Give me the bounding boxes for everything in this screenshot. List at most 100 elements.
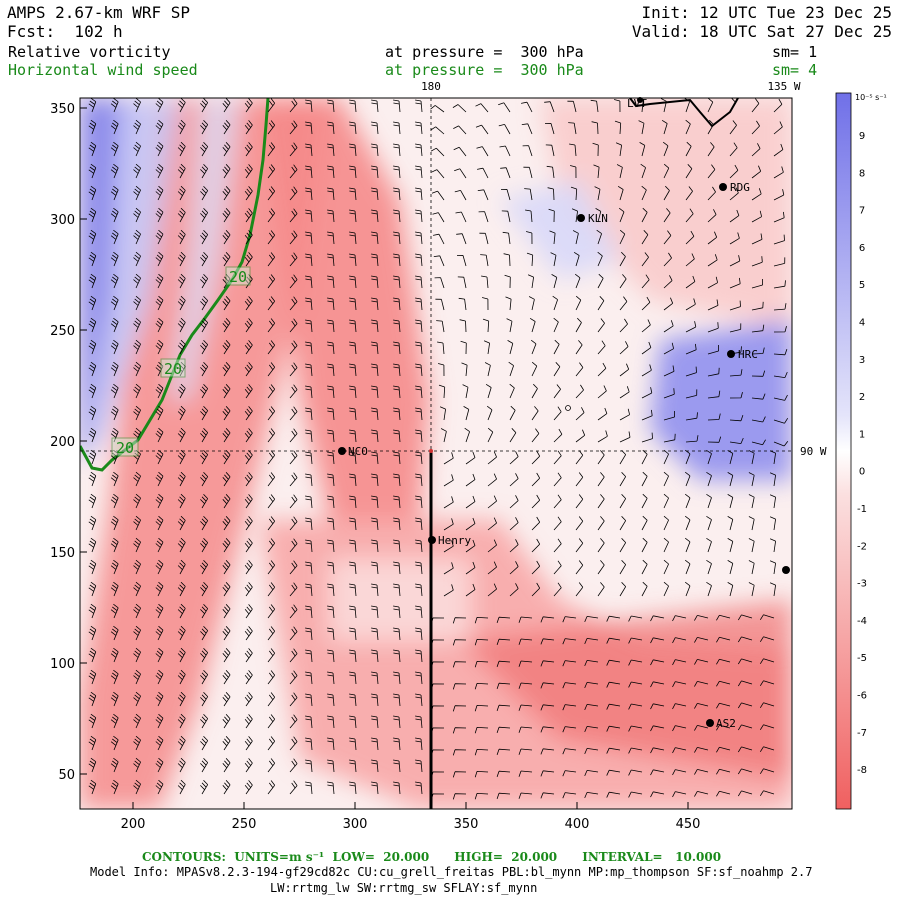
wind-barb — [88, 361, 97, 377]
wind-barb — [518, 770, 533, 777]
wind-barb — [155, 625, 164, 641]
wind-barb — [553, 450, 562, 465]
y-tick-label: 300 — [50, 213, 75, 228]
wind-barb — [641, 252, 649, 267]
wind-barb — [663, 252, 672, 267]
wind-barb — [531, 560, 541, 575]
wind-barb — [371, 275, 379, 289]
wind-barb — [244, 736, 253, 751]
lon-label-135w: 135 W — [767, 80, 800, 93]
wind-barb — [289, 494, 298, 509]
wind-barb — [591, 121, 599, 135]
wind-barb — [751, 165, 762, 179]
wind-barb — [521, 101, 533, 113]
wind-barb — [663, 581, 669, 597]
wind-barb — [751, 278, 763, 289]
wind-barb — [457, 276, 467, 289]
wind-barb — [267, 230, 276, 245]
wind-barb — [327, 583, 335, 597]
wind-barb — [327, 693, 335, 707]
wind-barb — [327, 451, 335, 465]
wind-barb — [431, 169, 445, 179]
wind-barb — [110, 185, 119, 201]
wind-barb — [305, 517, 313, 531]
wind-barb — [606, 659, 621, 666]
plot-frame — [79, 97, 793, 810]
wind-barb — [454, 190, 467, 201]
wind-barb — [509, 495, 519, 509]
wind-barb — [267, 98, 276, 113]
wind-barb — [759, 658, 775, 665]
wind-barb — [436, 320, 445, 333]
colorbar-label: 6 — [859, 243, 865, 254]
wind-barb — [155, 98, 164, 113]
wind-barb — [729, 323, 742, 333]
wind-barb — [606, 681, 621, 688]
wind-barb — [305, 715, 313, 729]
wind-barb — [430, 147, 445, 157]
wind-barb — [575, 516, 584, 531]
wind-barb — [88, 471, 97, 487]
wind-barb — [305, 297, 313, 311]
wind-barb — [454, 168, 467, 179]
wind-barb — [305, 231, 313, 245]
wind-barb — [751, 120, 760, 135]
wind-barb — [155, 669, 164, 685]
wind-barb — [177, 735, 186, 751]
colorbar-label: -1 — [857, 504, 867, 515]
wind-barb — [759, 614, 775, 621]
wind-barb — [641, 364, 652, 377]
wind-barb — [477, 189, 489, 201]
wind-barb — [685, 275, 696, 289]
wind-barb — [415, 187, 423, 201]
wind-barb — [155, 185, 164, 201]
wind-barb — [729, 232, 740, 245]
wind-barb — [371, 165, 379, 179]
wind-barb — [289, 252, 298, 267]
wind-barb — [415, 583, 423, 597]
wind-barb — [133, 757, 141, 773]
wind-barb — [597, 450, 605, 465]
wind-barb — [222, 692, 231, 707]
wind-barb — [393, 583, 401, 597]
wind-barb — [88, 207, 97, 223]
wind-barb — [619, 560, 627, 575]
wind-barb — [133, 317, 141, 333]
wind-barb — [371, 539, 379, 553]
wind-barb — [548, 208, 555, 223]
wind-barb — [200, 780, 209, 795]
wind-barb — [751, 324, 765, 333]
wind-barb — [155, 449, 164, 465]
x-axis: 200 250 300 350 400 450 — [121, 802, 700, 832]
station-nco: NCO — [338, 445, 368, 458]
wind-barb — [88, 669, 97, 685]
wind-barb — [371, 759, 379, 773]
wind-barb — [305, 363, 313, 377]
wind-barb — [663, 410, 675, 421]
wind-barb — [619, 296, 628, 311]
colorbar-label: 5 — [859, 280, 865, 291]
wind-barb — [327, 187, 335, 201]
contour-info: CONTOURS: UNITS=m s⁻¹ LOW= 20.000 HIGH= … — [142, 850, 722, 864]
wind-barb — [110, 207, 119, 223]
colorbar-label: 1 — [859, 429, 865, 440]
wind-barb — [509, 473, 519, 487]
wind-barb — [694, 725, 709, 731]
wind-barb — [349, 715, 357, 729]
wind-barb — [349, 495, 357, 509]
wind-barb — [200, 340, 209, 355]
wind-barb — [729, 414, 744, 422]
wind-barb — [540, 660, 555, 667]
wind-barb — [327, 143, 335, 157]
wind-barb — [289, 714, 298, 729]
station-kln: KLN — [577, 212, 608, 225]
wind-barb — [222, 780, 231, 795]
wind-barb — [540, 726, 555, 733]
wind-barb — [496, 770, 511, 778]
wind-barb — [526, 252, 534, 267]
wind-barb — [415, 781, 423, 795]
wind-barb — [327, 781, 335, 795]
wind-barb — [289, 516, 298, 531]
wind-barb — [110, 515, 119, 531]
wind-barb — [440, 428, 447, 443]
